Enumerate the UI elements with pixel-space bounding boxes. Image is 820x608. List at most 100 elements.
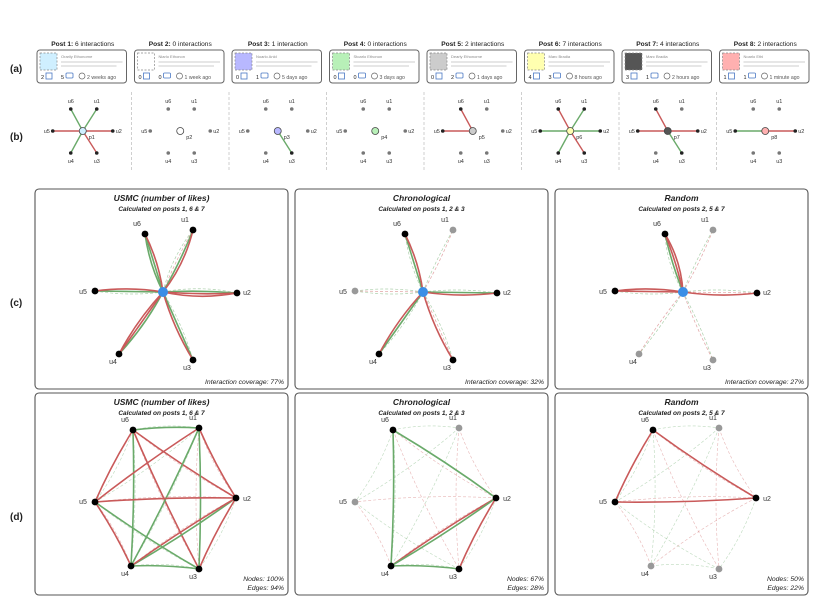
post-time: 1 minute ago bbox=[770, 75, 800, 81]
user-label: u3 bbox=[581, 159, 587, 165]
post-card: Post 2: 0 interactions Niarlo Ethonon 0 0 1 … bbox=[134, 41, 225, 84]
user-node bbox=[289, 151, 294, 155]
post-time: 8 hours ago bbox=[575, 75, 603, 81]
user-node bbox=[148, 129, 153, 133]
dashed-edge bbox=[390, 427, 460, 567]
post-image bbox=[137, 52, 155, 71]
dashed-edge bbox=[162, 288, 238, 294]
dashed-edge bbox=[652, 425, 720, 431]
user-label: u5 bbox=[141, 129, 147, 135]
user-label: u1 bbox=[386, 99, 392, 105]
dashed-edge bbox=[458, 497, 497, 570]
user-node bbox=[361, 107, 366, 111]
post-time: 1 week ago bbox=[185, 75, 212, 81]
red-edge bbox=[422, 291, 454, 361]
graph-panel: Random Calculated on posts 2, 5 & 7u6 u1 u5… bbox=[554, 392, 809, 596]
mini-graph: u6 u1 u5 u2 u4 u3 p1 bbox=[44, 99, 122, 165]
post-node bbox=[566, 127, 575, 135]
user-node bbox=[343, 129, 348, 133]
user-label: u3 bbox=[679, 159, 685, 165]
user-label: u2 bbox=[503, 496, 511, 503]
post-likes-count: 0 bbox=[334, 75, 337, 81]
dashed-edge bbox=[614, 501, 720, 570]
panel-frame bbox=[554, 392, 809, 596]
user-node bbox=[389, 426, 397, 434]
user-label: u5 bbox=[79, 289, 87, 296]
post-node-label: p5 bbox=[479, 135, 485, 141]
comment-icon bbox=[650, 72, 659, 79]
clock-icon bbox=[663, 72, 671, 80]
panel-subtitle: Calculated on posts 1, 6 & 7 bbox=[118, 410, 205, 417]
post-comments-count: 1 bbox=[256, 75, 259, 81]
user-node bbox=[455, 565, 463, 573]
user-label: u5 bbox=[239, 129, 245, 135]
user-node bbox=[709, 356, 717, 364]
user-label: u3 bbox=[709, 574, 717, 581]
user-label: u6 bbox=[458, 99, 464, 105]
user-label: u5 bbox=[339, 289, 347, 296]
red-edge bbox=[614, 429, 654, 503]
panel-title: USMC (number of likes) bbox=[114, 397, 210, 407]
user-node bbox=[751, 151, 756, 155]
mini-graph: u6 u1 u5 u2 u4 u3 p7 bbox=[629, 99, 707, 165]
post-card: Post 3: 1 interaction Noarlo Anld 0 1 5 days… bbox=[231, 41, 322, 84]
post-image bbox=[624, 52, 643, 71]
post-author: Marc Bradia bbox=[549, 54, 571, 59]
red-edge bbox=[404, 233, 424, 293]
user-label: u2 bbox=[116, 129, 122, 135]
green-edge bbox=[162, 229, 194, 293]
mini-edge bbox=[82, 108, 98, 132]
user-node bbox=[440, 129, 445, 133]
user-label: u4 bbox=[165, 159, 171, 165]
user-label: u5 bbox=[599, 499, 607, 506]
red-edge bbox=[162, 291, 238, 295]
panel-title: Random bbox=[665, 193, 699, 203]
user-node bbox=[110, 129, 115, 133]
dashed-edge bbox=[132, 429, 237, 499]
post-comments-count: 1 bbox=[646, 75, 649, 81]
mini-graph: u6 u1 u5 u2 u4 u3 p6 bbox=[531, 99, 609, 165]
clock-icon bbox=[761, 72, 768, 80]
clock-icon bbox=[566, 72, 573, 80]
dashed-edge bbox=[392, 429, 497, 499]
red-edge bbox=[144, 233, 164, 293]
user-node bbox=[458, 151, 463, 155]
user-label: u1 bbox=[709, 415, 717, 422]
row-label: (c) bbox=[10, 298, 22, 309]
panel-subtitle: Calculated on posts 1, 2 & 3 bbox=[378, 410, 465, 417]
comment-icon bbox=[748, 72, 756, 79]
user-node bbox=[189, 226, 197, 234]
dashed-edge bbox=[162, 229, 194, 293]
post-node-label: p4 bbox=[381, 135, 387, 141]
user-label: u6 bbox=[653, 99, 659, 105]
user-node bbox=[91, 498, 99, 506]
user-node bbox=[189, 356, 197, 364]
dashed-edge bbox=[354, 290, 424, 293]
green-edge bbox=[130, 564, 200, 570]
user-label: u3 bbox=[484, 159, 490, 165]
user-node bbox=[598, 129, 603, 133]
row-label: (a) bbox=[10, 64, 22, 75]
post-header: Post 8: 2 interactions bbox=[734, 41, 798, 48]
row-label: (d) bbox=[10, 512, 23, 523]
mini-graph: u6 u1 u5 u2 u4 u3 p3 bbox=[239, 99, 317, 165]
post-likes-count: 2 bbox=[41, 75, 44, 81]
mini-graph: u6 u1 u5 u2 u4 u3 p5 bbox=[434, 99, 512, 165]
red-edge bbox=[682, 291, 758, 296]
graph-panel: USMC (number of likes) Calculated on post… bbox=[34, 188, 289, 390]
green-edge bbox=[422, 291, 498, 294]
comment-icon bbox=[65, 72, 74, 79]
user-node bbox=[387, 562, 395, 570]
user-label: u6 bbox=[750, 99, 756, 105]
user-node bbox=[68, 107, 73, 111]
post-card: Post 5: 2 interactions Dearly Ethonorne 0 2… bbox=[426, 41, 517, 84]
user-node bbox=[375, 350, 383, 358]
user-label: u3 bbox=[183, 365, 191, 372]
graph-panel: Chronological Calculated on posts 1, 2 & … bbox=[294, 188, 549, 390]
user-label: u4 bbox=[360, 159, 366, 165]
dashed-edge bbox=[682, 291, 758, 294]
post-author: Marc Bradia bbox=[646, 54, 668, 59]
dashed-edge bbox=[354, 496, 497, 503]
user-label: u2 bbox=[701, 129, 707, 135]
